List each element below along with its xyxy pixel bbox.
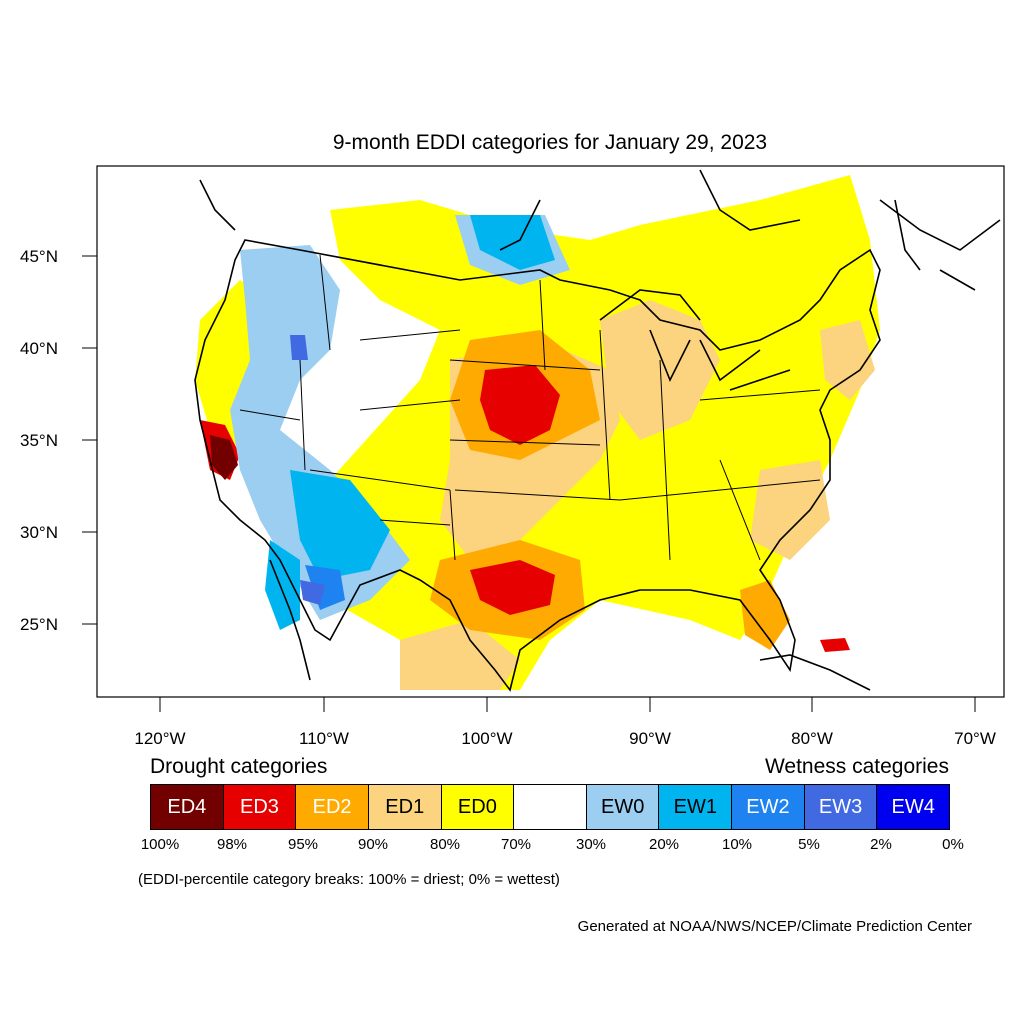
percent-break: 5% — [798, 836, 820, 853]
map-frame — [96, 165, 1005, 698]
lat-label: 35°N — [20, 431, 58, 450]
percent-break: 0% — [942, 836, 964, 853]
legend-label: EW2 — [746, 795, 790, 818]
lat-tick-labels: 45°N 40°N 35°N 30°N 25°N — [20, 247, 58, 634]
percent-break: 98% — [216, 836, 248, 853]
legend-box-ew0: EW0 — [586, 785, 660, 829]
drought-heading: Drought categories — [150, 755, 328, 778]
lat-label: 30°N — [20, 523, 58, 542]
legend-box-ed3: ED3 — [223, 785, 297, 829]
legend-label: ED2 — [312, 795, 352, 818]
percent-break: 10% — [721, 836, 753, 853]
legend-label: ED3 — [240, 795, 279, 818]
legend-label: EW0 — [600, 795, 645, 818]
legend-box-ew1: EW1 — [659, 785, 733, 829]
lat-ticks — [82, 255, 97, 625]
legend-label: ED1 — [385, 795, 425, 818]
lat-label: 40°N — [20, 339, 58, 358]
percent-break: 100% — [140, 836, 180, 853]
lon-label: 100°W — [461, 729, 512, 748]
legend-box-ed4: ED4 — [151, 785, 224, 829]
lon-tick-labels: 120°W 110°W 100°W 90°W 80°W 70°W — [134, 729, 995, 748]
lon-label: 80°W — [791, 729, 833, 748]
legend-box-ed1: ED1 — [368, 785, 442, 829]
wetness-heading: Wetness categories — [764, 755, 949, 778]
legend-box-ew3: EW3 — [804, 785, 878, 829]
lat-label: 45°N — [20, 247, 58, 266]
lon-label: 120°W — [134, 729, 185, 748]
legend-box-ew2: EW2 — [732, 785, 805, 829]
lon-label: 90°W — [629, 729, 671, 748]
legend-label: EW3 — [818, 795, 863, 818]
legend-box-ew4: EW4 — [877, 785, 950, 829]
percent-break: 2% — [870, 836, 892, 853]
legend-label: ED0 — [457, 795, 497, 818]
percent-break: 70% — [500, 836, 532, 853]
category-note: (EDDI-percentile category breaks: 100% =… — [138, 871, 560, 888]
percent-break: 95% — [287, 836, 319, 853]
legend-label: EW1 — [673, 795, 717, 818]
legend-box-neutral — [514, 785, 587, 829]
legend-colorbar: ED4 ED3 ED2 ED1 ED0 EW0 EW1 EW2 EW3 EW4 — [150, 784, 950, 830]
lat-label: 25°N — [20, 615, 58, 634]
percent-break: 80% — [429, 836, 461, 853]
lon-ticks — [159, 697, 976, 712]
legend-label: ED4 — [167, 795, 207, 818]
eddi-shading — [195, 175, 880, 690]
percent-break: 30% — [575, 836, 607, 853]
credit-line: Generated at NOAA/NWS/NCEP/Climate Predi… — [577, 918, 972, 935]
legend-label: EW4 — [891, 795, 935, 818]
legend-box-ed0: ED0 — [441, 785, 515, 829]
boundary-lines — [194, 169, 1001, 692]
lon-label: 70°W — [954, 729, 996, 748]
lon-label: 110°W — [299, 729, 349, 748]
legend-box-ed2: ED2 — [296, 785, 369, 829]
percent-break: 20% — [648, 836, 680, 853]
percent-break: 90% — [357, 836, 389, 853]
map-title: 9-month EDDI categories for January 29, … — [332, 131, 768, 154]
